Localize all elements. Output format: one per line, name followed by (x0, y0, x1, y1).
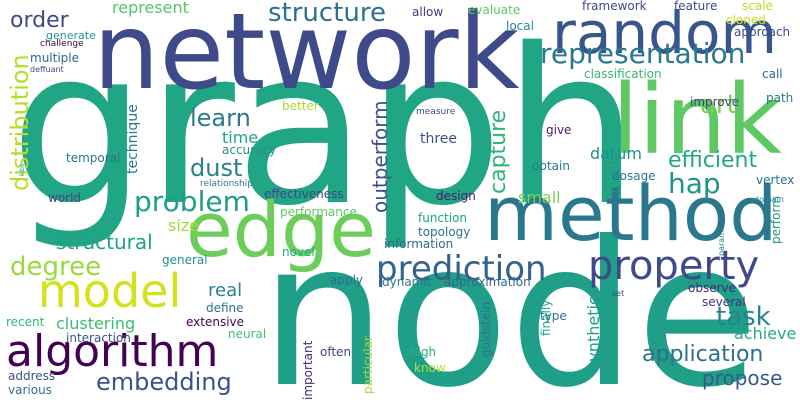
word-perform: perform (769, 196, 783, 244)
word-representation: representation (540, 37, 746, 70)
word-local: local (506, 19, 534, 33)
word-method: method (484, 169, 778, 258)
word-model: model (38, 264, 182, 318)
word-dosage: dosage (612, 169, 656, 183)
word-domain: domain (754, 195, 784, 204)
word-random: random (552, 0, 777, 67)
word-size: size (168, 216, 200, 235)
word-give: give (546, 123, 572, 137)
word-interaction: interaction (66, 331, 131, 345)
word-better: better (282, 99, 319, 113)
word-neural: neural (228, 327, 267, 341)
word-cloned: cloned (726, 13, 766, 27)
word-problem: problem (134, 185, 250, 218)
word-edge: edge (186, 185, 376, 274)
word-node: node (260, 199, 760, 400)
word-apply: apply (330, 273, 364, 287)
word-dynamic: dynamic (382, 275, 434, 289)
word-obtain: obtain (532, 159, 570, 173)
word-embedding: embedding (96, 368, 232, 396)
word-hap: hap (668, 167, 721, 200)
word-structure: structure (268, 0, 386, 28)
word-generate: generate (46, 29, 96, 42)
word-deffuant: deffuant (30, 65, 64, 74)
word-often: often (320, 345, 352, 359)
word-network: network (93, 0, 520, 113)
word-information: information (384, 237, 454, 251)
word-link: link (612, 64, 782, 176)
word-challenge: challenge (40, 39, 84, 49)
word-represent: represent (112, 0, 189, 17)
word-function: function (418, 211, 468, 225)
word-prediction: prediction (376, 249, 547, 289)
word-various: various (8, 383, 52, 397)
word-vertex: vertex (756, 173, 795, 187)
word-temporal: temporal (66, 151, 121, 165)
word-type: type (540, 309, 567, 323)
word-relationship: relationship (200, 179, 253, 189)
word-measure: measure (416, 107, 456, 117)
word-approach: approach (734, 25, 791, 39)
word-time: time (222, 128, 259, 147)
word-observe: observe (688, 281, 737, 295)
word-technique: technique (125, 104, 141, 174)
word-world: world (48, 191, 82, 205)
word-propose: propose (702, 366, 783, 390)
word-clustering: clustering (56, 314, 136, 333)
word-novel: novel (282, 245, 315, 259)
word-task: task (716, 302, 771, 332)
word-three: three (420, 131, 458, 147)
word-scale: scale (742, 0, 773, 13)
word-efficient: efficient (668, 148, 758, 173)
word-particular: particular (361, 336, 375, 394)
word-recent: recent (6, 315, 45, 329)
word-know: know (414, 361, 446, 375)
word-parameter: parameter (717, 213, 726, 256)
word-outperform: outperform (368, 100, 392, 213)
word-property: property (588, 243, 760, 289)
word-framework: framework (582, 0, 647, 13)
word-structural: structural (56, 230, 153, 254)
word-multiple: multiple (30, 51, 80, 65)
word-set: set (612, 289, 625, 298)
word-several: several (702, 295, 746, 309)
word-performance: performance (280, 205, 357, 219)
word-important: important (301, 340, 315, 400)
word-order: order (10, 8, 69, 33)
word-capture: capture (486, 109, 511, 194)
word-call: call (762, 67, 783, 81)
word-general: general (162, 253, 208, 267)
word-application: application (642, 342, 764, 367)
word-datum: datum (590, 144, 642, 163)
word-allow: allow (412, 5, 444, 19)
word-classification: classification (584, 67, 662, 81)
word-degree: degree (10, 252, 102, 282)
word-achieve: achieve (734, 324, 797, 343)
word-kibs: kibs (19, 163, 26, 176)
word-graph: graph (10, 2, 640, 253)
word-synthetic: synthetic (584, 296, 603, 370)
word-extensive: extensive (186, 315, 245, 329)
word-evaluate: evaluate (468, 3, 521, 17)
word-goldstein: goldstein (479, 301, 493, 357)
word-approximation: approximation (444, 275, 531, 289)
word-algorithm: algorithm (6, 326, 219, 377)
word-design: design (436, 189, 476, 203)
word-topology: topology (418, 225, 471, 239)
word-real: real (208, 280, 243, 301)
word-small: small (518, 188, 561, 207)
word-effectiveness: effectiveness (264, 187, 344, 201)
word-path: path (766, 91, 794, 105)
word-address: address (8, 369, 56, 383)
word-improve: improve (690, 95, 740, 109)
word-dust: dust (190, 154, 243, 182)
word-high: high (410, 345, 437, 359)
word-learn: learn (190, 104, 251, 132)
word-art: art (700, 90, 737, 120)
word-define: define (206, 301, 244, 315)
word-feature: feature (674, 0, 718, 13)
word-accuracy: accuracy (222, 143, 277, 157)
